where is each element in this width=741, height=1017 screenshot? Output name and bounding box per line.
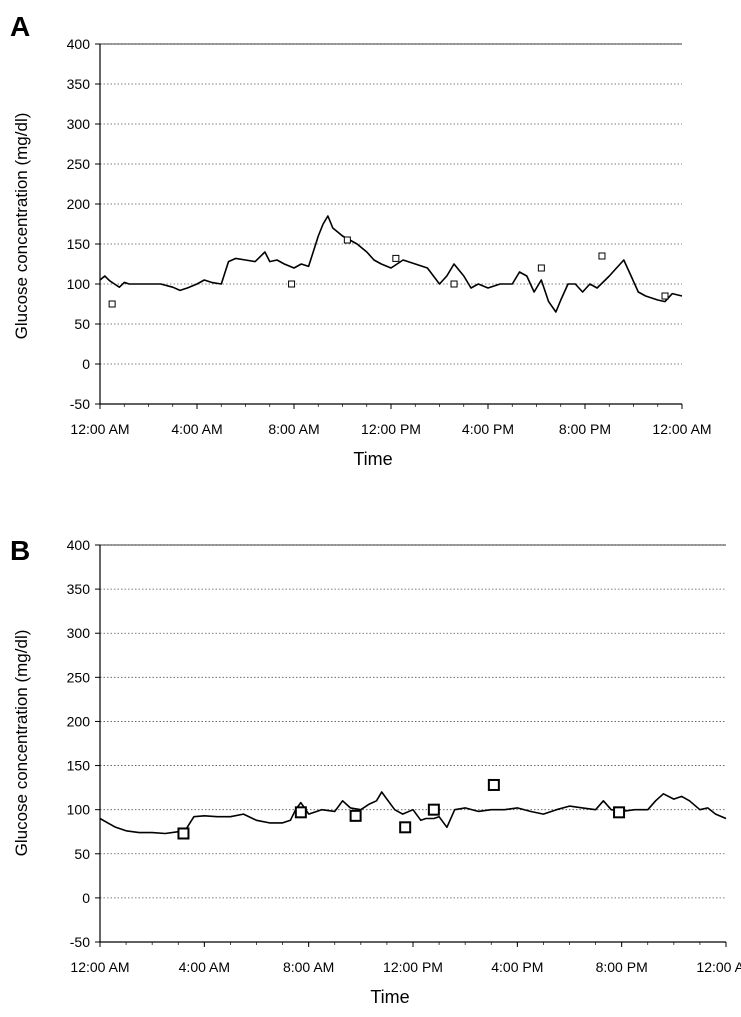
panel-a-reference-point xyxy=(343,236,351,244)
panel-b-reference-point xyxy=(613,806,626,819)
panel-b-y-tick-label: 400 xyxy=(67,537,91,553)
panel-b-y-tick-label: 250 xyxy=(67,669,91,685)
panel-a-series xyxy=(99,215,683,313)
panel-a-x-axis-label: Time xyxy=(353,449,392,469)
panel-a-y-tick-label: 100 xyxy=(67,276,91,292)
panel-b-y-ticks: 400 350 300 250 200 150 100 50 0 -50 xyxy=(67,537,100,950)
panel-b-reference-point xyxy=(487,778,500,791)
panel-b-x-tick-label: 12:00 PM xyxy=(383,959,443,975)
panel-b-x-tick-label: 4:00 AM xyxy=(179,959,230,975)
panel-b-label: B xyxy=(10,535,30,566)
panel-a-x-tick-label: 12:00 AM xyxy=(652,421,711,437)
panel-a-label: A xyxy=(10,11,30,42)
panel-a-chart: A Glucose concentration (mg/dl) Time 400… xyxy=(10,11,712,469)
panel-b-x-tick-label: 8:00 PM xyxy=(596,959,648,975)
panel-a-y-ticks: 400 350 300 250 200 150 100 50 0 -50 xyxy=(67,36,100,412)
panel-a-reference-point xyxy=(661,292,669,300)
panel-a-y-tick-label: 50 xyxy=(74,316,90,332)
panel-a-reference-point xyxy=(450,280,458,288)
panel-b-chart: B Glucose concentration (mg/dl) Time 400… xyxy=(10,535,741,1007)
panel-a-sensor-trace xyxy=(99,215,683,313)
panel-a-x-tick-label: 4:00 AM xyxy=(171,421,222,437)
panel-b-y-axis-label: Glucose concentration (mg/dl) xyxy=(12,630,31,857)
panel-a-y-tick-label: 300 xyxy=(67,116,91,132)
panel-b-y-tick-label: 50 xyxy=(74,846,90,862)
panel-a-y-tick-label: 400 xyxy=(67,36,91,52)
panel-a-grid xyxy=(100,43,682,405)
panel-a-x-tick-label: 8:00 PM xyxy=(559,421,611,437)
panel-b-y-tick-label: 100 xyxy=(67,802,91,818)
panel-a-reference-point xyxy=(288,280,296,288)
panel-b-reference-point xyxy=(399,821,412,834)
panel-b-reference-points xyxy=(177,778,626,840)
panel-b-y-tick-label: 300 xyxy=(67,625,91,641)
panel-a-y-tick-label: 150 xyxy=(67,236,91,252)
panel-a-reference-point xyxy=(598,252,606,260)
panel-a-reference-point xyxy=(537,264,545,272)
panel-a-y-tick-label: 0 xyxy=(82,356,90,372)
panel-b-reference-point xyxy=(349,809,362,822)
panel-b-sensor-trace xyxy=(99,791,727,835)
panel-b-y-tick-label: -50 xyxy=(70,934,90,950)
panel-a-y-tick-label: 250 xyxy=(67,156,91,172)
panel-b-x-axis-label: Time xyxy=(370,987,409,1007)
panel-b-reference-point xyxy=(427,803,440,816)
panel-b-x-tick-label: 12:00 AM xyxy=(696,959,741,975)
panel-b-reference-point xyxy=(177,827,190,840)
panel-a-reference-points xyxy=(108,236,669,308)
panel-b-y-tick-label: 200 xyxy=(67,713,91,729)
panel-b-axes xyxy=(99,544,726,943)
panel-b-grid xyxy=(100,544,726,943)
panel-a-x-ticks: 12:00 AM 4:00 AM 8:00 AM 12:00 PM 4:00 PM 8:0… xyxy=(70,404,712,437)
panel-b-y-tick-label: 0 xyxy=(82,890,90,906)
panel-b-x-tick-label: 4:00 PM xyxy=(491,959,543,975)
panel-a-y-tick-label: 200 xyxy=(67,196,91,212)
panel-b-series xyxy=(99,791,727,835)
panel-a-y-axis-label: Glucose concentration (mg/dl) xyxy=(12,113,31,340)
panel-a-x-tick-label: 4:00 PM xyxy=(462,421,514,437)
panel-b-reference-point xyxy=(294,806,307,819)
panel-a-y-tick-label: 350 xyxy=(67,76,91,92)
panel-a-x-tick-label: 12:00 PM xyxy=(361,421,421,437)
panel-b-x-tick-label: 8:00 AM xyxy=(283,959,334,975)
panel-a-reference-point xyxy=(392,254,400,262)
panel-a-reference-point xyxy=(108,300,116,308)
panel-a-axes xyxy=(99,43,682,405)
panel-a-y-tick-label: -50 xyxy=(70,396,90,412)
panel-b-y-tick-label: 350 xyxy=(67,581,91,597)
panel-b-x-tick-label: 12:00 AM xyxy=(70,959,129,975)
panel-b-x-ticks: 12:00 AM 4:00 AM 8:00 AM 12:00 PM 4:00 PM 8:0… xyxy=(70,942,741,975)
panel-a-x-tick-label: 12:00 AM xyxy=(70,421,129,437)
panel-b-y-tick-label: 150 xyxy=(67,758,91,774)
panel-a-x-tick-label: 8:00 AM xyxy=(268,421,319,437)
